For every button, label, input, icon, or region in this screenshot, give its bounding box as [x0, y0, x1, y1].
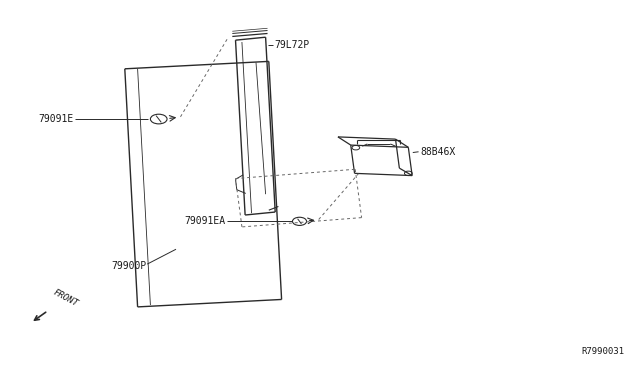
Text: FRONT: FRONT	[51, 288, 79, 309]
Text: 79091E: 79091E	[38, 114, 74, 124]
Text: 88B46X: 88B46X	[420, 147, 456, 157]
Text: R7990031: R7990031	[581, 347, 624, 356]
Text: 79L72P: 79L72P	[274, 40, 309, 49]
Text: 79900P: 79900P	[111, 261, 147, 271]
Text: 79091EA: 79091EA	[184, 217, 225, 226]
